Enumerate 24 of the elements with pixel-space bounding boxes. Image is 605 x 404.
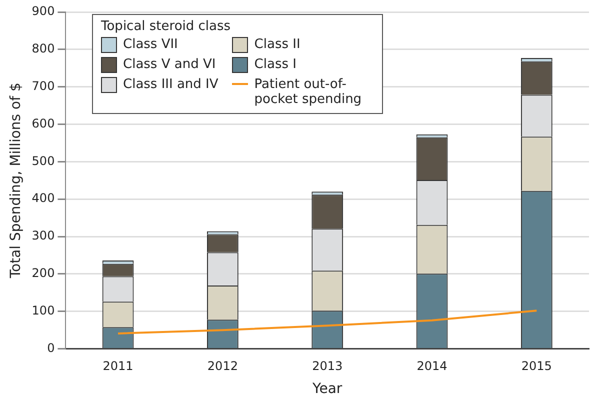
x-axis-title: Year xyxy=(312,381,342,398)
legend-label: Class II xyxy=(254,37,300,52)
legend-label: Patient out-of-pocket spending xyxy=(254,77,363,107)
x-tick-label: 2015 xyxy=(521,359,552,374)
y-tick-label: 200 xyxy=(32,266,55,280)
legend-label: Class III and IV xyxy=(123,77,218,92)
y-tick-label: 700 xyxy=(32,78,55,93)
legend-label: Class VII xyxy=(123,37,178,52)
y-tick-label: 600 xyxy=(32,116,55,130)
x-tick-label: 2014 xyxy=(416,359,448,374)
x-tick-label: 2012 xyxy=(207,359,238,374)
legend-label: Class V and VI xyxy=(123,57,216,72)
y-tick-label: 800 xyxy=(32,42,55,56)
y-tick-label: 0 xyxy=(47,340,55,355)
x-tick-label: 2013 xyxy=(312,359,343,374)
y-tick-label: 500 xyxy=(32,154,55,168)
legend-label: Class I xyxy=(254,57,296,72)
y-axis-title: Total Spending, Millions of $ xyxy=(8,82,24,280)
y-tick-label: 100 xyxy=(32,304,55,318)
y-tick-label: 300 xyxy=(32,228,55,243)
y-tick-label: 400 xyxy=(32,191,55,206)
x-tick-label: 2011 xyxy=(102,359,134,374)
y-tick-label: 900 xyxy=(32,4,55,18)
legend-title: Topical steroid class xyxy=(101,19,232,34)
